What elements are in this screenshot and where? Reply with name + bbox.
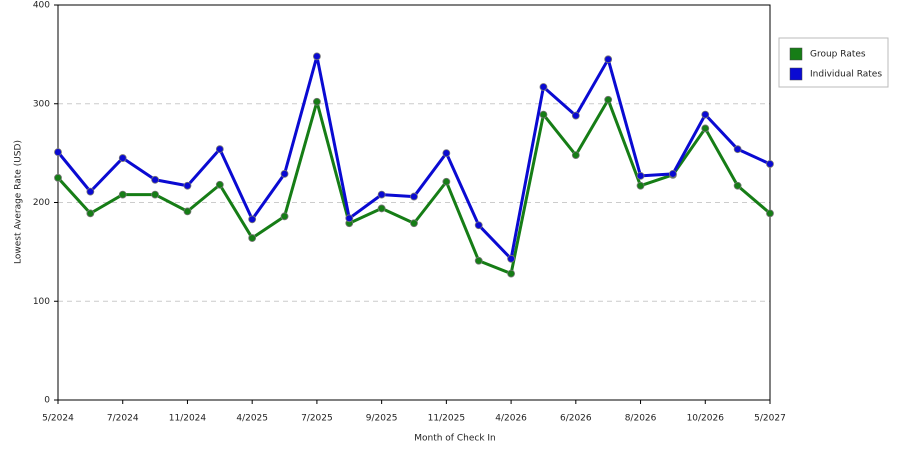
x-tick-label: 7/2025 (301, 414, 333, 424)
data-point (151, 190, 159, 199)
data-point (86, 209, 95, 218)
data-point (280, 212, 289, 221)
data-point (766, 160, 774, 168)
x-tick-label: 10/2026 (687, 414, 725, 424)
x-tick-label: 7/2024 (107, 414, 139, 424)
y-tick-label: 300 (33, 99, 50, 109)
data-point (701, 124, 710, 133)
data-point (313, 52, 321, 61)
y-tick-label: 0 (44, 396, 50, 406)
data-point (118, 190, 127, 199)
data-point (248, 215, 257, 224)
data-point (474, 256, 483, 265)
data-point (377, 190, 386, 199)
data-point (118, 154, 127, 162)
x-axis-title: Month of Check In (414, 434, 496, 444)
legend-swatch (789, 47, 803, 61)
data-point (183, 207, 192, 216)
data-point (410, 219, 418, 228)
data-point (313, 97, 321, 106)
data-point (733, 181, 742, 190)
data-point (86, 187, 95, 196)
y-tick-label: 200 (33, 198, 50, 208)
y-tick-label: 400 (33, 1, 50, 11)
data-point (571, 111, 580, 120)
data-point (248, 234, 257, 242)
data-point (377, 204, 386, 213)
legend-swatch (789, 67, 803, 81)
data-point (539, 110, 548, 119)
data-point (539, 83, 548, 91)
data-point (701, 110, 710, 119)
data-point (507, 254, 515, 263)
data-point (54, 148, 62, 157)
data-point (604, 95, 613, 104)
y-tick-label: 100 (33, 297, 50, 307)
x-tick-label: 9/2025 (366, 414, 398, 424)
x-tick-label: 5/2027 (754, 414, 786, 424)
data-point (507, 269, 515, 278)
data-point (345, 214, 354, 223)
data-point (442, 149, 451, 158)
data-point (571, 151, 580, 160)
y-axis-title: Lowest Average Rate (USD) (14, 140, 24, 264)
data-point (215, 180, 224, 189)
plot-frame (57, 4, 771, 401)
x-tick-label: 4/2026 (495, 414, 527, 424)
data-point (280, 169, 289, 178)
data-point (733, 145, 742, 154)
data-point (54, 173, 62, 182)
x-tick-label: 11/2025 (428, 414, 465, 424)
x-tick-label: 11/2024 (169, 414, 207, 424)
x-tick-label: 8/2026 (625, 414, 657, 424)
x-tick-label: 6/2026 (560, 414, 592, 424)
series-line (56, 54, 771, 261)
data-point (442, 177, 451, 186)
data-point (766, 209, 774, 218)
series-line (56, 98, 771, 276)
data-point (183, 181, 192, 190)
data-point (636, 181, 645, 190)
x-tick-label: 4/2025 (236, 414, 268, 424)
data-point (636, 171, 645, 180)
data-point (474, 221, 483, 230)
legend-label: Individual Rates (810, 70, 882, 80)
data-point (604, 55, 613, 64)
data-point (151, 175, 159, 184)
data-point (669, 169, 677, 178)
data-point (215, 145, 224, 154)
data-point (410, 192, 418, 201)
legend-label: Group Rates (810, 50, 866, 60)
x-tick-label: 5/2024 (42, 414, 74, 424)
